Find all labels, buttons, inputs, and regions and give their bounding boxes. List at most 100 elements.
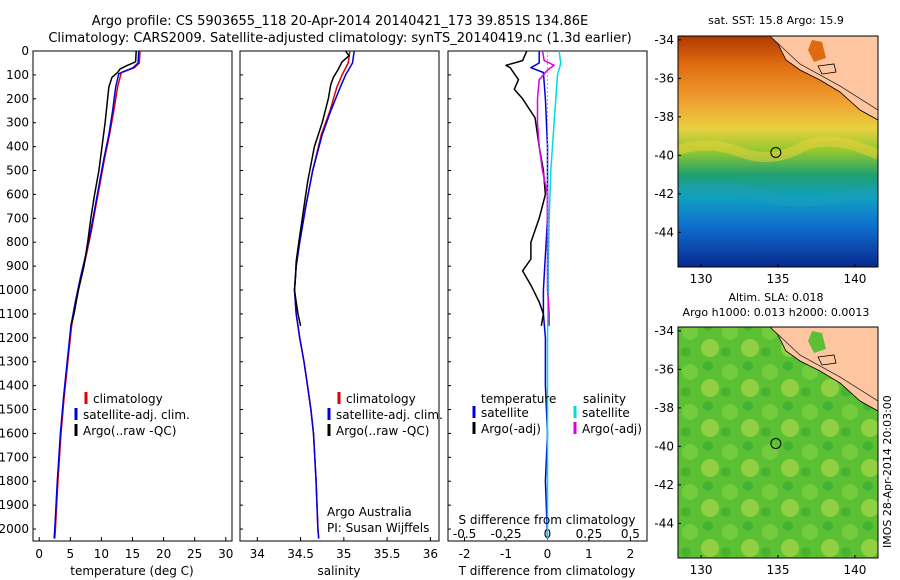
salinity-legend: climatology satellite-adj. clim. Argo(..… <box>327 392 443 535</box>
t-difference-xlabel: T difference from climatology <box>458 564 636 578</box>
salinity-xlabel: salinity <box>317 564 360 578</box>
map-x-tick-label: 140 <box>843 272 866 286</box>
map-y-tick-label: -42 <box>654 187 674 201</box>
legend-climatology-label: climatology <box>346 392 416 406</box>
legend-salinity-title: salinity <box>583 392 626 406</box>
legend-t-satellite-label: satellite <box>481 406 529 420</box>
map-y-tick-label: -36 <box>654 71 674 85</box>
sst-argo-marker <box>770 146 782 158</box>
series-line-s-satellite <box>546 51 562 539</box>
x2-tick-label: -0.25 <box>491 527 522 541</box>
sst-map-axes: 130 135 140 -34 -36 -38 -40 -42 -44 <box>654 33 866 286</box>
series-line-t-satellite <box>530 51 549 539</box>
t-difference-x-axis: -2 -1 0 1 2 <box>459 537 635 561</box>
sla-map-axes: 130 135 140 -34 -36 -38 -40 -42 -44 <box>654 324 866 577</box>
map-y-tick-label: -38 <box>654 401 674 415</box>
x-tick-label: 2 <box>627 547 635 561</box>
depth-tick-label: 1100 <box>0 307 29 321</box>
land-australia <box>769 327 878 412</box>
sla-title-2: Argo h1000: 0.013 h2000: 0.0013 <box>683 306 870 319</box>
depth-tick-label: 1800 <box>0 474 29 488</box>
depth-tick-label: 1900 <box>0 498 29 512</box>
series-line-t-argo-adj- <box>505 51 547 327</box>
map-y-tick-label: -38 <box>654 110 674 124</box>
legend-t-argo-label: Argo(-adj) <box>481 422 541 436</box>
legend-s-argo-label: Argo(-adj) <box>582 422 642 436</box>
sst-map <box>678 36 878 267</box>
series-line-climatology <box>54 51 141 539</box>
land-australia <box>769 36 878 121</box>
annotation-argo-australia: Argo Australia <box>327 505 412 519</box>
depth-tick-label: 500 <box>6 164 29 178</box>
depth-tick-label: 700 <box>6 211 29 225</box>
sla-map <box>678 327 878 558</box>
map-y-tick-label: -44 <box>654 516 674 530</box>
depth-tick-label: 100 <box>6 68 29 82</box>
legend-argo-label: Argo(..raw -QC) <box>83 424 176 438</box>
x-tick-label: -1 <box>500 547 512 561</box>
x-tick-label: 10 <box>94 547 109 561</box>
s-difference-label: S difference from climatology <box>459 513 636 527</box>
depth-tick-label: 800 <box>6 235 29 249</box>
s-difference-x-axis: -0.5 -0.25 0 0.25 0.5 <box>453 527 640 541</box>
x-tick-label: 1 <box>585 547 593 561</box>
x-tick-label: 5 <box>66 547 74 561</box>
depth-tick-label: 300 <box>6 116 29 130</box>
x-tick-label: 0 <box>544 547 552 561</box>
x-tick-label: -2 <box>459 547 471 561</box>
depth-tick-label: 1700 <box>0 450 29 464</box>
depth-tick-label: 1600 <box>0 426 29 440</box>
series-line-s-argo-adj- <box>536 51 555 326</box>
x2-tick-label: 0.5 <box>621 527 640 541</box>
legend-satellite-label: satellite-adj. clim. <box>83 408 190 422</box>
difference-lines <box>505 51 562 541</box>
sla-title-1: Altim. SLA: 0.018 <box>728 291 823 304</box>
map-y-tick-label: -44 <box>654 225 674 239</box>
depth-axis: 0 100 200 300 400 500 600 700 800 900 1000 1100 1200… <box>0 44 451 536</box>
legend-satellite-label: satellite-adj. clim. <box>336 408 443 422</box>
x-tick-label: 0 <box>35 547 43 561</box>
map-x-tick-label: 135 <box>767 272 790 286</box>
x-tick-label: 34.5 <box>287 547 314 561</box>
x-tick-label: 15 <box>125 547 140 561</box>
depth-tick-label: 1400 <box>0 379 29 393</box>
legend-s-satellite-label: satellite <box>582 406 630 420</box>
sla-argo-marker <box>770 437 782 449</box>
kangaroo-island <box>817 63 837 75</box>
depth-tick-label: 1000 <box>0 283 29 297</box>
map-y-tick-label: -40 <box>654 439 674 453</box>
legend-climatology-label: climatology <box>93 392 163 406</box>
gulf-water <box>808 40 826 62</box>
salinity-lines <box>293 51 355 539</box>
temperature-lines <box>53 51 141 539</box>
x-tick-label: 34 <box>250 547 265 561</box>
legend-argo-label: Argo(..raw -QC) <box>336 424 429 438</box>
depth-tick-label: 1500 <box>0 403 29 417</box>
series-line-argo-raw-qc- <box>70 51 137 327</box>
legend-temperature-title: temperature <box>481 392 556 406</box>
x2-tick-label: -0.5 <box>453 527 476 541</box>
map-y-tick-label: -34 <box>654 33 674 47</box>
sst-front-2 <box>678 181 878 207</box>
x-tick-label: 36 <box>423 547 438 561</box>
series-line-argo-raw-qc- <box>293 51 350 327</box>
map-y-tick-label: -36 <box>654 362 674 376</box>
map-x-tick-label: 140 <box>843 563 866 577</box>
temperature-x-axis: 0 5 10 15 20 25 30 <box>35 537 233 561</box>
depth-tick-label: 1200 <box>0 331 29 345</box>
salinity-panel <box>239 50 440 542</box>
x-tick-label: 20 <box>156 547 171 561</box>
map-y-tick-label: -40 <box>654 148 674 162</box>
shelf-contour <box>769 327 878 402</box>
x-tick-label: 35.5 <box>374 547 401 561</box>
x-tick-label: 25 <box>187 547 202 561</box>
map-x-tick-label: 130 <box>690 272 713 286</box>
shelf-contour <box>769 36 878 111</box>
imos-timestamp: IMOS 28-Apr-2014 20:03:00 <box>881 395 894 548</box>
depth-tick-label: 2000 <box>0 522 29 536</box>
depth-tick-label: 600 <box>6 187 29 201</box>
x-tick-label: 35 <box>336 547 351 561</box>
map-x-tick-label: 135 <box>767 563 790 577</box>
